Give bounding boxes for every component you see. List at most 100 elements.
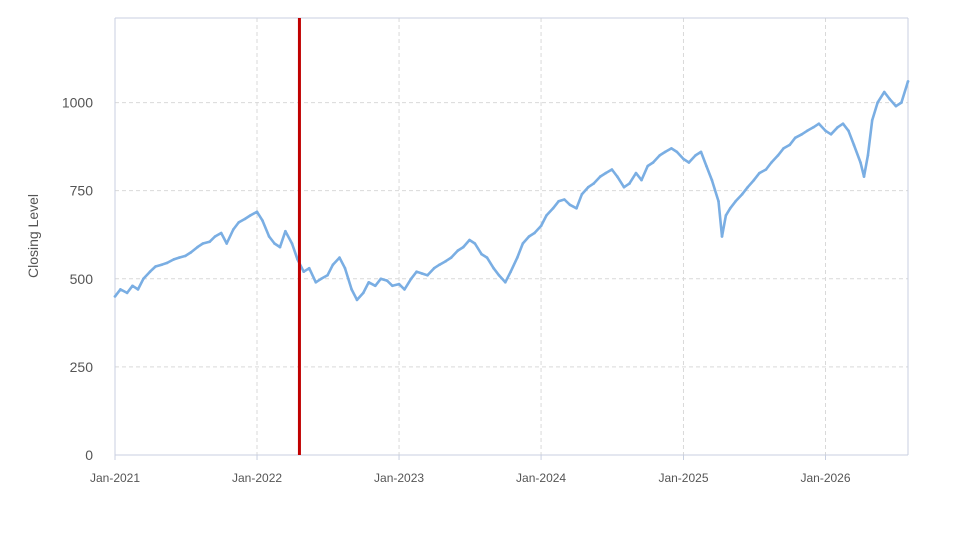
data-point	[670, 147, 673, 150]
y-tick-label: 250	[70, 359, 94, 375]
data-point	[516, 256, 519, 259]
data-point	[154, 265, 157, 268]
data-point	[658, 154, 661, 157]
data-point	[687, 161, 691, 164]
data-point	[628, 182, 631, 185]
data-point	[616, 175, 619, 178]
data-point	[646, 164, 649, 168]
data-point	[232, 228, 235, 231]
data-point	[438, 263, 441, 267]
data-point	[568, 203, 572, 207]
data-point	[249, 214, 252, 217]
data-point	[694, 154, 697, 157]
data-point	[592, 182, 595, 185]
data-point	[397, 282, 401, 286]
data-point	[720, 235, 724, 238]
data-point	[829, 133, 833, 136]
data-point	[243, 217, 247, 221]
data-point	[267, 235, 271, 238]
data-point	[355, 298, 359, 302]
data-point	[847, 129, 850, 133]
data-point	[278, 245, 282, 249]
data-point	[131, 284, 134, 288]
data-point	[314, 281, 318, 284]
data-point	[184, 254, 187, 258]
data-point	[208, 240, 211, 244]
data-point	[444, 259, 448, 263]
data-point	[273, 242, 276, 245]
data-point	[201, 242, 205, 245]
x-tick-label: Jan-2026	[800, 471, 850, 485]
data-point	[717, 200, 720, 203]
data-point	[142, 277, 145, 281]
y-tick-label: 1000	[62, 95, 93, 111]
data-point	[663, 150, 667, 154]
data-point	[521, 242, 525, 245]
data-point	[420, 272, 424, 275]
data-point	[710, 178, 714, 182]
data-point	[119, 288, 122, 291]
x-tick-label: Jan-2024	[516, 471, 566, 485]
data-point	[391, 284, 394, 288]
series-layer	[113, 80, 910, 302]
data-point	[610, 168, 614, 171]
data-point	[160, 263, 163, 267]
data-point	[255, 210, 259, 214]
data-point	[415, 270, 418, 274]
data-point	[622, 185, 626, 189]
data-point	[764, 168, 768, 171]
data-point	[883, 90, 886, 94]
data-point	[580, 192, 584, 196]
data-point	[728, 207, 732, 210]
data-point	[492, 266, 495, 270]
data-point	[261, 219, 264, 222]
data-point	[302, 270, 306, 274]
data-point	[788, 143, 791, 147]
data-point	[870, 118, 874, 122]
data-point	[894, 104, 898, 108]
data-point	[752, 178, 756, 182]
data-point	[563, 198, 566, 201]
data-point	[817, 122, 821, 125]
data-point	[307, 266, 311, 270]
y-tick-labels: 0 250 500 750 1000	[62, 95, 93, 463]
axes	[114, 17, 909, 460]
data-point	[705, 164, 708, 168]
data-point	[485, 256, 489, 259]
data-point	[148, 270, 152, 274]
data-point	[462, 245, 465, 249]
data-point	[575, 207, 578, 210]
data-point	[509, 270, 512, 274]
data-point	[682, 157, 685, 161]
data-point	[426, 274, 429, 277]
data-point	[177, 256, 181, 259]
data-point	[876, 101, 879, 104]
data-point	[290, 242, 294, 245]
data-point	[343, 266, 347, 270]
data-point	[497, 274, 501, 277]
data-point	[385, 279, 389, 282]
data-point	[367, 281, 371, 284]
data-point	[586, 185, 590, 189]
data-point	[113, 295, 117, 298]
data-point	[841, 122, 845, 125]
data-point	[740, 192, 744, 196]
x-tick-label: Jan-2025	[658, 471, 708, 485]
data-point	[557, 200, 560, 203]
data-point	[776, 154, 780, 157]
data-point	[379, 277, 383, 281]
data-point	[770, 161, 773, 164]
data-point	[539, 224, 543, 228]
data-point	[782, 147, 785, 150]
data-point	[746, 185, 749, 189]
data-point	[350, 288, 353, 291]
y-tick-label: 500	[70, 271, 94, 287]
data-point	[812, 126, 815, 129]
data-point	[213, 235, 217, 238]
data-point	[866, 154, 870, 157]
data-point	[331, 263, 335, 267]
data-point	[734, 200, 737, 203]
data-point	[449, 256, 453, 259]
y-tick-label: 0	[85, 447, 93, 463]
